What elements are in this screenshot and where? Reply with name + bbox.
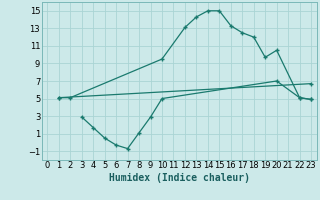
X-axis label: Humidex (Indice chaleur): Humidex (Indice chaleur) [109, 173, 250, 183]
